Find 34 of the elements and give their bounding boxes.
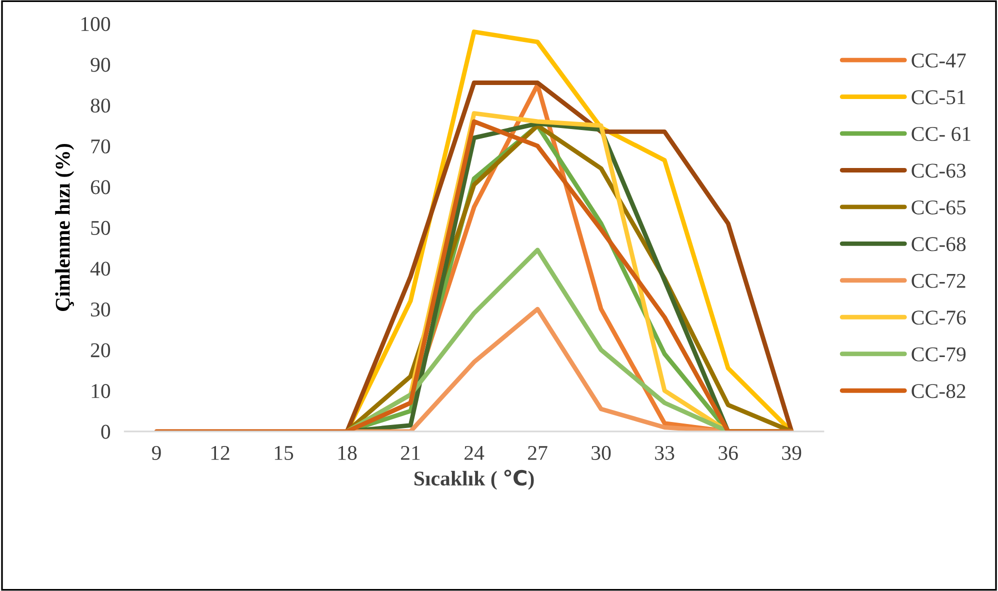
legend-label: CC-65	[912, 200, 966, 214]
legend-label: CC-63	[912, 164, 966, 178]
legend-label: CC-82	[912, 384, 966, 398]
legend-label: CC- 61	[912, 126, 970, 141]
x-tick-label: 12	[211, 446, 230, 460]
y-tick-label: 50	[91, 220, 110, 235]
legend-label: CC-68	[912, 237, 966, 252]
x-tick-label: 18	[338, 446, 357, 460]
legend-label: CC-79	[912, 347, 966, 362]
x-tick-label: 27	[528, 446, 548, 460]
x-tick-label: 30	[592, 446, 611, 460]
y-tick-label: 20	[90, 343, 110, 358]
y-tick-label: 10	[92, 384, 110, 398]
legend-label: CC-76	[912, 310, 966, 325]
x-tick-label: 39	[782, 446, 802, 460]
y-tick-label: 100	[81, 17, 110, 32]
x-tick-label: 9	[152, 446, 161, 460]
y-tick-label: 30	[91, 302, 110, 317]
y-tick-label: 80	[90, 98, 110, 113]
y-tick-label: 0	[101, 424, 110, 439]
y-tick-label: 90	[90, 58, 110, 72]
legend-label: CC-51	[912, 90, 966, 104]
x-tick-label: 33	[655, 446, 674, 460]
legend-label: CC-47	[912, 54, 966, 68]
y-axis-title: Çimlenme hızı (%)	[55, 144, 74, 311]
y-tick-label: 40	[90, 262, 110, 276]
legend-label: CC-72	[912, 274, 966, 288]
x-tick-label: 36	[718, 446, 738, 460]
x-tick-label: 24	[464, 446, 484, 460]
x-tick-label: 21	[401, 446, 420, 460]
x-axis-title: Sıcaklık ( ℃)	[414, 470, 534, 490]
y-tick-label: 70	[91, 139, 110, 154]
y-tick-label: 60	[90, 180, 110, 194]
x-tick-label: 15	[274, 446, 294, 460]
